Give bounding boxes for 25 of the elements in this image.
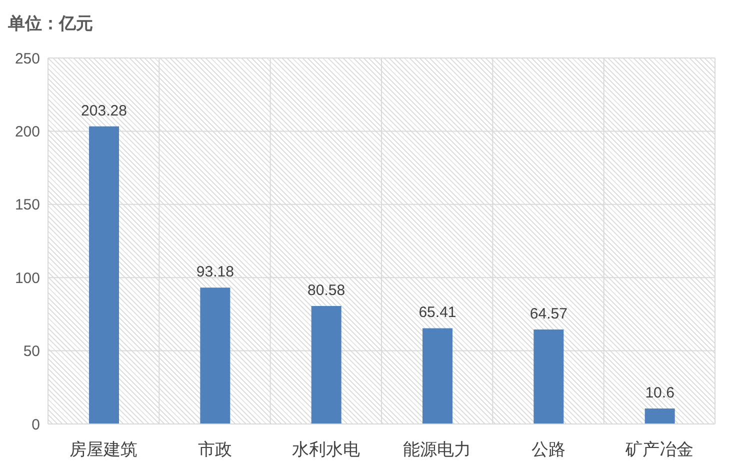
data-label: 64.57 <box>530 305 568 322</box>
bar <box>89 126 119 424</box>
bar <box>644 408 675 424</box>
y-tick-label: 200 <box>14 124 40 141</box>
x-tick-label: 能源电力 <box>403 440 472 460</box>
data-label: 10.6 <box>645 384 674 402</box>
x-tick-label: 公路 <box>531 440 566 460</box>
y-axis-title: 单位：亿元 <box>8 13 93 35</box>
bar <box>534 329 564 424</box>
x-tick-label: 矿产冶金 <box>624 440 694 460</box>
y-tick-label: 100 <box>14 270 40 287</box>
data-label: 80.58 <box>308 282 346 300</box>
bar <box>311 306 342 424</box>
x-tick-label: 房屋建筑 <box>70 440 138 460</box>
y-tick-label: 50 <box>23 343 40 360</box>
data-label: 203.28 <box>81 102 127 120</box>
data-label: 65.41 <box>418 304 456 322</box>
x-tick-label: 水利水电 <box>292 440 360 460</box>
y-tick-label: 250 <box>14 50 40 68</box>
y-tick-label: 0 <box>32 416 40 434</box>
x-tick-label: 市政 <box>198 440 232 460</box>
bar <box>422 328 452 424</box>
data-label: 93.18 <box>196 264 234 281</box>
y-tick-label: 150 <box>14 196 40 214</box>
bar <box>200 288 230 424</box>
